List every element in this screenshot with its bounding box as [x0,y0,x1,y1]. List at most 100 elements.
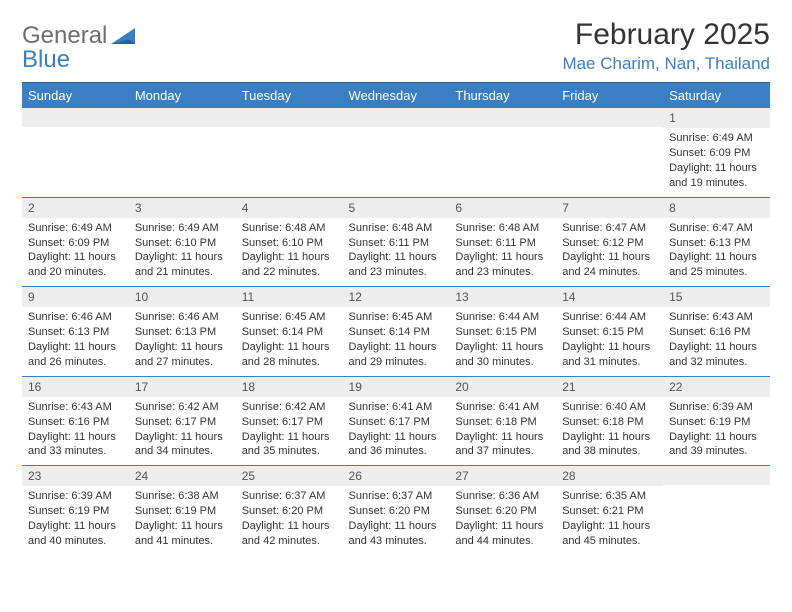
calendar-header-row: SundayMondayTuesdayWednesdayThursdayFrid… [22,83,770,109]
day-number: 27 [449,466,556,486]
logo-word2: Blue [22,46,70,73]
day-info: Sunrise: 6:49 AMSunset: 6:09 PMDaylight:… [28,221,123,280]
weekday-header: Saturday [663,83,770,109]
day-number: 18 [236,377,343,397]
calendar-cell: 13 Sunrise: 6:44 AMSunset: 6:15 PMDayligh… [449,287,556,377]
location: Mae Charim, Nan, Thailand [562,54,770,74]
calendar-cell: 15Sunrise: 6:43 AMSunset: 6:16 PMDayligh… [663,287,770,377]
calendar-cell-empty [663,466,770,555]
weekday-header: Wednesday [343,83,450,109]
calendar-cell: 17 Sunrise: 6:42 AMSunset: 6:17 PMDayligh… [129,376,236,466]
calendar-row: 16 Sunrise: 6:43 AMSunset: 6:16 PMDayligh… [22,376,770,466]
calendar-table: SundayMondayTuesdayWednesdayThursdayFrid… [22,82,770,555]
day-number: 11 [236,287,343,307]
day-number [22,108,129,127]
day-number [129,108,236,127]
day-info: Sunrise: 6:48 AMSunset: 6:11 PMDaylight:… [455,221,550,280]
day-info: Sunrise: 6:40 AMSunset: 6:18 PMDaylight:… [562,400,657,459]
title-block: February 2025 Mae Charim, Nan, Thailand [562,18,770,74]
day-number: 14 [556,287,663,307]
calendar-cell: 20 Sunrise: 6:41 AMSunset: 6:18 PMDayligh… [449,376,556,466]
calendar-cell-empty [449,108,556,197]
logo: General Blue [22,18,139,72]
day-info: Sunrise: 6:38 AMSunset: 6:19 PMDaylight:… [135,489,230,548]
day-info: Sunrise: 6:39 AMSunset: 6:19 PMDaylight:… [28,489,123,548]
calendar-cell: 25 Sunrise: 6:37 AMSunset: 6:20 PMDayligh… [236,466,343,555]
day-info: Sunrise: 6:42 AMSunset: 6:17 PMDaylight:… [242,400,337,459]
day-number: 24 [129,466,236,486]
calendar-cell: 6 Sunrise: 6:48 AMSunset: 6:11 PMDaylight… [449,197,556,287]
day-info: Sunrise: 6:44 AMSunset: 6:15 PMDaylight:… [455,310,550,369]
day-info: Sunrise: 6:47 AMSunset: 6:13 PMDaylight:… [669,221,764,280]
calendar-cell: 19 Sunrise: 6:41 AMSunset: 6:17 PMDayligh… [343,376,450,466]
logo-text: General Blue [22,24,107,72]
day-number: 6 [449,198,556,218]
day-info: Sunrise: 6:39 AMSunset: 6:19 PMDaylight:… [669,400,764,459]
month-title: February 2025 [562,18,770,52]
day-info: Sunrise: 6:49 AMSunset: 6:09 PMDaylight:… [669,131,764,190]
calendar-cell: 16 Sunrise: 6:43 AMSunset: 6:16 PMDayligh… [22,376,129,466]
day-number: 17 [129,377,236,397]
day-number [663,466,770,485]
day-info: Sunrise: 6:48 AMSunset: 6:11 PMDaylight:… [349,221,444,280]
day-number: 2 [22,198,129,218]
day-number: 16 [22,377,129,397]
logo-word1: General [22,22,107,49]
calendar-row: 9 Sunrise: 6:46 AMSunset: 6:13 PMDaylight… [22,287,770,377]
day-number: 13 [449,287,556,307]
day-number: 25 [236,466,343,486]
calendar-cell-empty [556,108,663,197]
day-info: Sunrise: 6:43 AMSunset: 6:16 PMDaylight:… [28,400,123,459]
calendar-cell-empty [236,108,343,197]
day-number [236,108,343,127]
calendar-cell: 11 Sunrise: 6:45 AMSunset: 6:14 PMDayligh… [236,287,343,377]
day-number: 5 [343,198,450,218]
day-info: Sunrise: 6:35 AMSunset: 6:21 PMDaylight:… [562,489,657,548]
day-number: 21 [556,377,663,397]
day-info: Sunrise: 6:37 AMSunset: 6:20 PMDaylight:… [349,489,444,548]
calendar-cell: 27 Sunrise: 6:36 AMSunset: 6:20 PMDayligh… [449,466,556,555]
day-info: Sunrise: 6:41 AMSunset: 6:18 PMDaylight:… [455,400,550,459]
calendar-cell: 4Sunrise: 6:48 AMSunset: 6:10 PMDaylight… [236,197,343,287]
weekday-header: Friday [556,83,663,109]
triangle-icon [111,26,139,51]
day-info: Sunrise: 6:48 AMSunset: 6:10 PMDaylight:… [242,221,337,280]
day-info: Sunrise: 6:45 AMSunset: 6:14 PMDaylight:… [242,310,337,369]
day-number: 7 [556,198,663,218]
day-number: 23 [22,466,129,486]
calendar-cell: 1Sunrise: 6:49 AMSunset: 6:09 PMDaylight… [663,108,770,197]
day-info: Sunrise: 6:37 AMSunset: 6:20 PMDaylight:… [242,489,337,548]
day-number: 26 [343,466,450,486]
calendar-cell: 9 Sunrise: 6:46 AMSunset: 6:13 PMDaylight… [22,287,129,377]
calendar-cell-empty [22,108,129,197]
weekday-header: Tuesday [236,83,343,109]
day-info: Sunrise: 6:42 AMSunset: 6:17 PMDaylight:… [135,400,230,459]
day-number: 12 [343,287,450,307]
day-info: Sunrise: 6:41 AMSunset: 6:17 PMDaylight:… [349,400,444,459]
day-info: Sunrise: 6:36 AMSunset: 6:20 PMDaylight:… [455,489,550,548]
day-info: Sunrise: 6:46 AMSunset: 6:13 PMDaylight:… [135,310,230,369]
calendar-cell: 24 Sunrise: 6:38 AMSunset: 6:19 PMDayligh… [129,466,236,555]
calendar-cell: 22 Sunrise: 6:39 AMSunset: 6:19 PMDayligh… [663,376,770,466]
calendar-cell-empty [343,108,450,197]
day-number: 20 [449,377,556,397]
calendar-cell: 5 Sunrise: 6:48 AMSunset: 6:11 PMDaylight… [343,197,450,287]
calendar-cell: 12Sunrise: 6:45 AMSunset: 6:14 PMDayligh… [343,287,450,377]
day-info: Sunrise: 6:46 AMSunset: 6:13 PMDaylight:… [28,310,123,369]
calendar-cell: 8 Sunrise: 6:47 AMSunset: 6:13 PMDaylight… [663,197,770,287]
day-info: Sunrise: 6:47 AMSunset: 6:12 PMDaylight:… [562,221,657,280]
calendar-cell: 10Sunrise: 6:46 AMSunset: 6:13 PMDayligh… [129,287,236,377]
weekday-header: Thursday [449,83,556,109]
calendar-cell: 18 Sunrise: 6:42 AMSunset: 6:17 PMDayligh… [236,376,343,466]
calendar-cell: 2 Sunrise: 6:49 AMSunset: 6:09 PMDaylight… [22,197,129,287]
day-number: 28 [556,466,663,486]
calendar-row: 1Sunrise: 6:49 AMSunset: 6:09 PMDaylight… [22,108,770,197]
calendar-cell: 14Sunrise: 6:44 AMSunset: 6:15 PMDayligh… [556,287,663,377]
header: General Blue February 2025 Mae Charim, N… [22,18,770,74]
calendar-cell-empty [129,108,236,197]
day-number: 22 [663,377,770,397]
day-number: 19 [343,377,450,397]
day-number: 8 [663,198,770,218]
calendar-cell: 3Sunrise: 6:49 AMSunset: 6:10 PMDaylight… [129,197,236,287]
day-number: 9 [22,287,129,307]
